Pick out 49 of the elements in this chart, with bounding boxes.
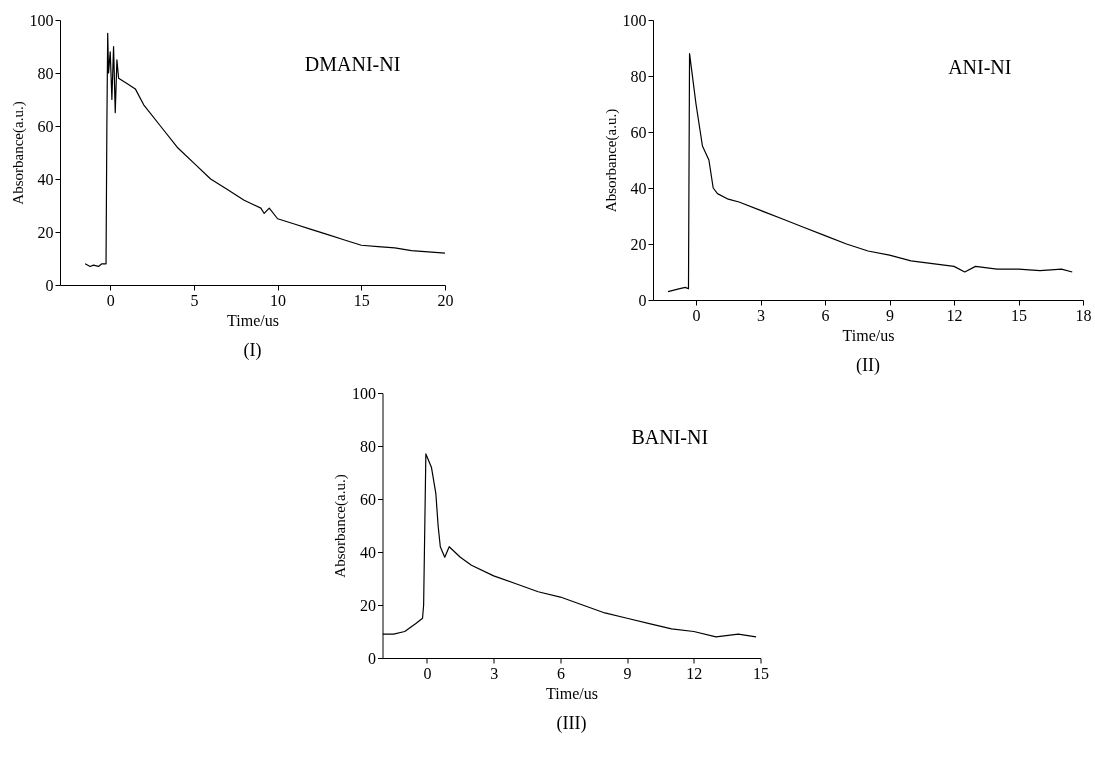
y-tick-label: 100 bbox=[29, 11, 54, 29]
y-tick-label: 0 bbox=[45, 276, 54, 294]
y-tick-label: 20 bbox=[630, 235, 647, 253]
annotation: ANI-NI bbox=[948, 55, 1012, 78]
x-tick-label: 9 bbox=[623, 664, 632, 682]
x-tick-label: 3 bbox=[490, 664, 499, 682]
y-tick-label: 60 bbox=[630, 123, 647, 141]
y-tick-label: 100 bbox=[622, 11, 647, 29]
x-axis-title: Time/us bbox=[546, 684, 598, 702]
x-tick-label: 9 bbox=[886, 306, 894, 324]
x-tick-label: 15 bbox=[1011, 306, 1027, 324]
x-tick-label: 5 bbox=[190, 291, 199, 309]
y-tick-label: 60 bbox=[37, 117, 54, 135]
text: (III) bbox=[556, 713, 587, 734]
text: (II) bbox=[856, 355, 880, 376]
y-tick-label: 0 bbox=[368, 649, 376, 667]
y-axis-title: Absorbance(a.u.) bbox=[9, 101, 27, 205]
x-tick-label: 18 bbox=[1075, 306, 1092, 324]
x-tick-label: 15 bbox=[353, 291, 370, 309]
annotation: BANI-NI bbox=[631, 426, 709, 449]
x-tick-label: 6 bbox=[821, 306, 830, 324]
line-series bbox=[84, 32, 445, 268]
y-axis-title: Absorbance(a.u.) bbox=[602, 108, 620, 213]
x-tick-label: 20 bbox=[437, 291, 454, 309]
y-tick-label: 60 bbox=[360, 490, 376, 508]
x-tick-label: 10 bbox=[270, 291, 287, 309]
y-tick-label: 80 bbox=[360, 437, 376, 455]
text: (I) bbox=[243, 340, 262, 361]
y-tick-label: 40 bbox=[360, 543, 376, 561]
y-tick-label: 80 bbox=[37, 64, 54, 82]
y-tick-label: 80 bbox=[630, 67, 647, 85]
x-axis-title: Time/us bbox=[842, 326, 895, 344]
x-axis-title: Time/us bbox=[227, 311, 279, 329]
y-tick-label: 100 bbox=[352, 384, 376, 402]
y-axis-title: Absorbance(a.u.) bbox=[332, 474, 349, 578]
y-tick-label: 20 bbox=[37, 223, 54, 241]
x-tick-label: 0 bbox=[106, 291, 115, 309]
x-tick-label: 15 bbox=[753, 664, 769, 682]
annotation: DMANI-NI bbox=[304, 53, 401, 76]
y-tick-label: 40 bbox=[37, 170, 54, 188]
x-tick-label: 6 bbox=[556, 664, 565, 682]
line-series bbox=[667, 53, 1073, 293]
x-tick-label: 12 bbox=[686, 664, 703, 682]
x-tick-label: 0 bbox=[423, 664, 432, 682]
x-tick-label: 0 bbox=[692, 306, 701, 324]
x-tick-label: 3 bbox=[757, 306, 765, 324]
x-tick-label: 12 bbox=[946, 306, 963, 324]
y-tick-label: 40 bbox=[630, 179, 647, 197]
y-tick-label: 20 bbox=[360, 596, 376, 614]
